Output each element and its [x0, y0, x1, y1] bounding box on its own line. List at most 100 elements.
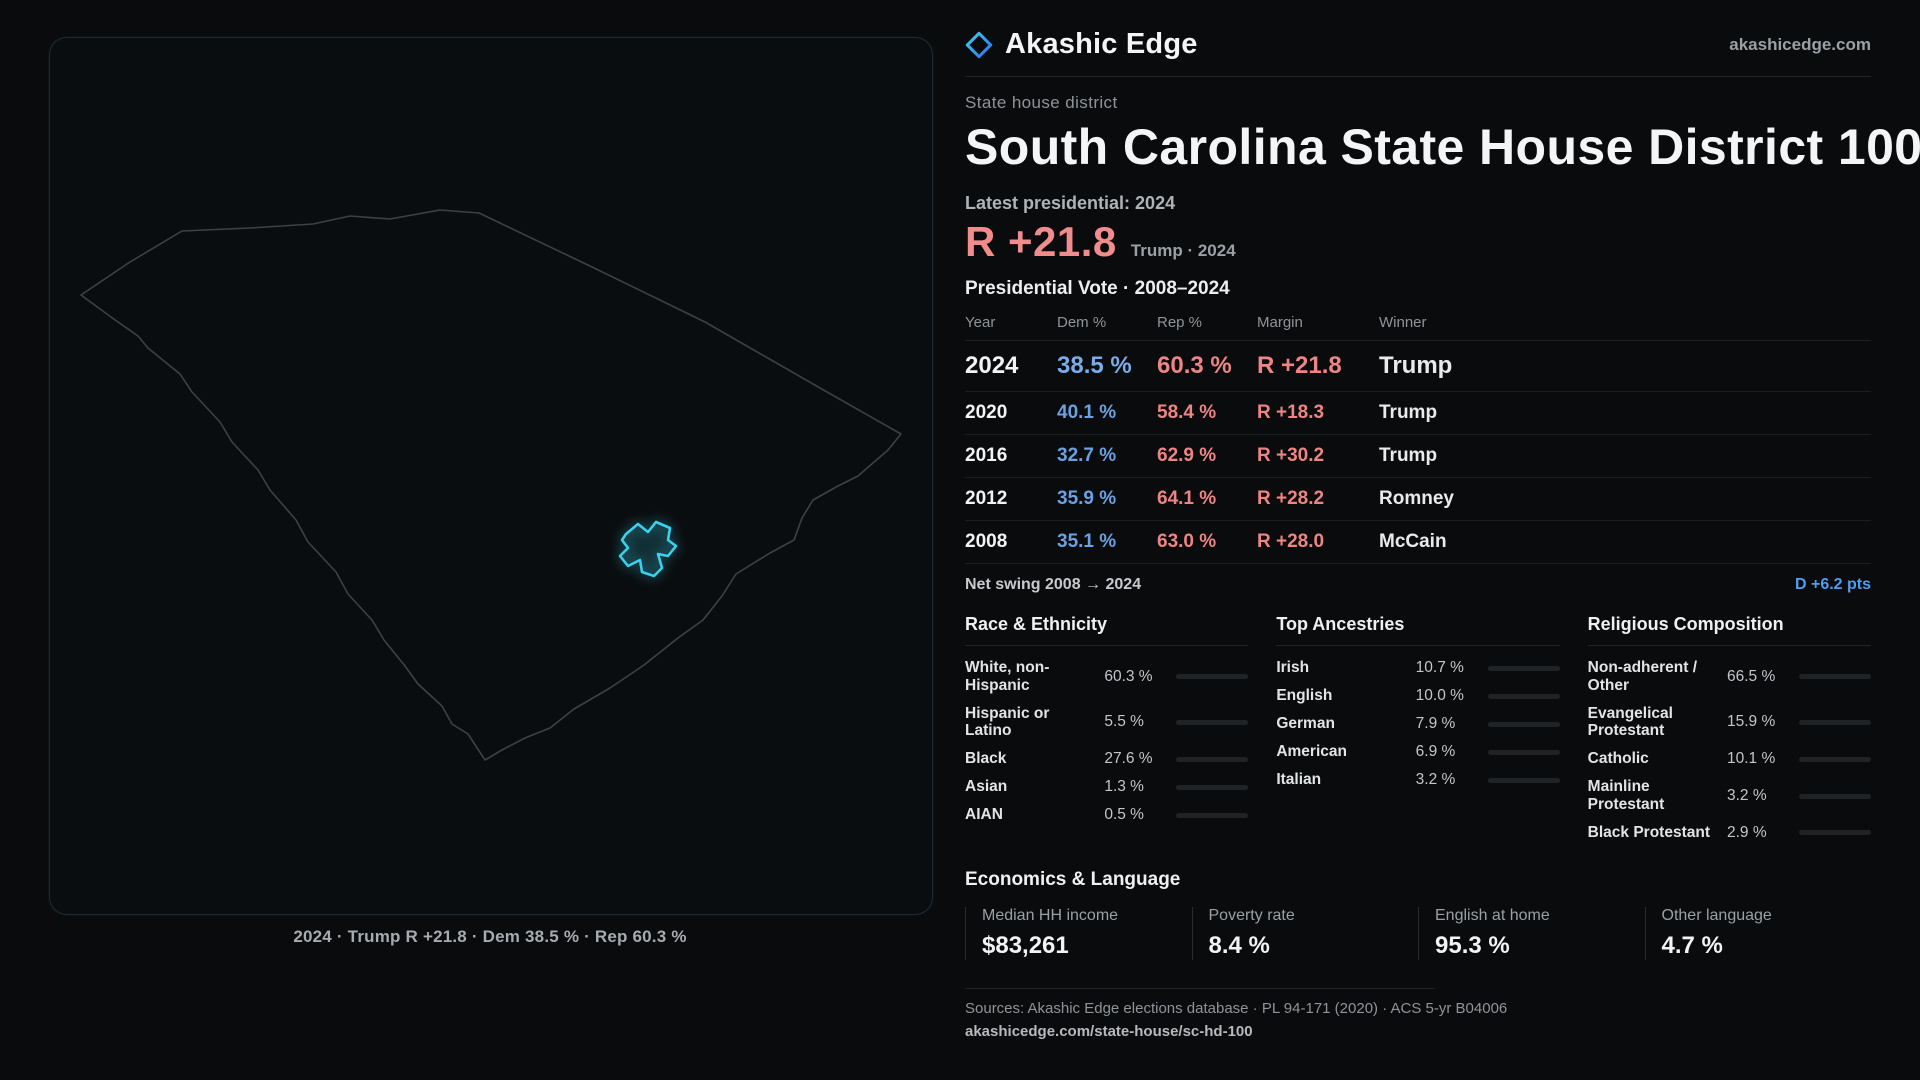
sources-text: Sources: Akashic Edge elections database…: [965, 999, 1508, 1017]
net-swing-value: D +6.2 pts: [1794, 576, 1871, 593]
item-value: 10.0 %: [1415, 687, 1464, 704]
item-value: 6.9 %: [1415, 743, 1456, 760]
district-kicker: State house district: [965, 93, 1118, 112]
item-label: Black Protestant: [1587, 823, 1710, 841]
cell-margin: R +21.8: [1257, 352, 1342, 379]
cell-winner: Romney: [1379, 488, 1454, 509]
list-item: Black 27.6 %: [965, 745, 1249, 773]
col-dem: Dem %: [1057, 314, 1107, 331]
cell-year: 2020: [965, 402, 1008, 423]
stat-label: Poverty rate: [1208, 906, 1295, 924]
stat-bar: [1487, 749, 1560, 755]
highlighted-district-shape: [618, 520, 678, 578]
stat-bar: [1176, 674, 1249, 680]
stat-bar: [1799, 719, 1871, 725]
list-item: Black Protestant 2.9 %: [1588, 819, 1871, 847]
cell-winner: Trump: [1379, 445, 1438, 466]
headline-margin: R +21.8 Trump · 2024: [965, 218, 1871, 266]
stat-bar: [1176, 719, 1249, 725]
list-item: Non-adherent / Other 66.5 %: [1588, 654, 1871, 700]
brand-name: Akashic Edge: [1005, 28, 1198, 60]
header-bar: Akashic Edge akashicedge.com: [965, 28, 1871, 77]
stat-bar: [1487, 777, 1560, 783]
religion-column: Religious Composition Non-adherent / Oth…: [1587, 614, 1871, 847]
stat-bar: [1487, 721, 1560, 727]
ancestries-title: Top Ancestries: [1276, 614, 1560, 646]
item-value: 10.1 %: [1727, 750, 1776, 768]
cell-winner: McCain: [1379, 531, 1447, 552]
cell-rep: 63.0 %: [1157, 531, 1217, 552]
latest-presidential-label: Latest presidential: 2024: [965, 193, 1176, 213]
cell-dem: 40.1 %: [1057, 402, 1117, 423]
headline-margin-value: R +21.8: [965, 218, 1117, 265]
cell-margin: R +18.3: [1257, 402, 1325, 423]
cell-year: 2012: [965, 488, 1008, 509]
stat-value: 8.4 %: [1208, 931, 1270, 959]
cell-rep: 60.3 %: [1157, 352, 1232, 379]
list-item: White, non-Hispanic 60.3 %: [965, 654, 1249, 700]
net-swing-row: Net swing 2008 → 2024 D +6.2 pts: [965, 564, 1871, 594]
vote-row: 2008 35.1 % 63.0 % R +28.0 McCain: [965, 521, 1871, 564]
item-value: 3.2 %: [1727, 787, 1767, 805]
item-label: Hispanic or Latino: [965, 704, 1050, 740]
list-item: Irish 10.7 %: [1276, 654, 1560, 682]
item-value: 3.2 %: [1415, 771, 1456, 788]
cell-margin: R +30.2: [1257, 445, 1325, 466]
stat-value: 95.3 %: [1435, 931, 1510, 959]
list-item: AIAN 0.5 %: [965, 801, 1249, 829]
stat-value: $83,261: [982, 931, 1069, 959]
list-item: American 6.9 %: [1276, 738, 1560, 766]
stat-label: Other language: [1661, 906, 1772, 924]
item-value: 15.9 %: [1727, 713, 1776, 731]
stat-bar: [1799, 674, 1871, 680]
race-ethnicity-column: Race & Ethnicity White, non-Hispanic 60.…: [965, 614, 1249, 847]
cell-rep: 62.9 %: [1157, 445, 1217, 466]
stat-label: Median HH income: [982, 906, 1119, 924]
item-value: 60.3 %: [1104, 667, 1153, 685]
vote-table-title: Presidential Vote · 2008–2024: [965, 278, 1230, 299]
cell-year: 2008: [965, 531, 1008, 552]
item-label: Asian: [965, 778, 1008, 796]
stat-bar: [1799, 830, 1871, 836]
item-label: Non-adherent / Other: [1587, 659, 1698, 694]
vote-row: 2020 40.1 % 58.4 % R +18.3 Trump: [965, 392, 1871, 435]
economics-title: Economics & Language: [965, 868, 1181, 890]
item-value: 5.5 %: [1104, 713, 1144, 731]
list-item: Asian 1.3 %: [965, 773, 1249, 801]
cell-dem: 38.5 %: [1057, 352, 1132, 379]
cell-rep: 58.4 %: [1157, 402, 1217, 423]
south-carolina-map: [80, 209, 902, 761]
cell-margin: R +28.0: [1257, 531, 1325, 552]
item-value: 1.3 %: [1104, 778, 1144, 796]
item-label: Evangelical Protestant: [1587, 704, 1673, 740]
stat-other-language: Other language 4.7 %: [1644, 906, 1872, 960]
item-label: AIAN: [965, 806, 1003, 824]
brand-domain-link[interactable]: akashicedge.com: [1729, 34, 1871, 54]
headline-margin-sub: Trump · 2024: [1130, 241, 1236, 260]
stat-english-at-home: English at home 95.3 %: [1418, 906, 1645, 960]
permalink[interactable]: akashicedge.com/state-house/sc-hd-100: [965, 1022, 1253, 1040]
stat-bar: [1176, 784, 1249, 790]
item-value: 0.5 %: [1104, 806, 1144, 824]
list-item: Catholic 10.1 %: [1588, 745, 1871, 773]
col-rep: Rep %: [1157, 314, 1203, 331]
item-label: Irish: [1276, 659, 1310, 677]
cell-year: 2024: [965, 352, 1019, 379]
stat-bar: [1487, 693, 1560, 699]
footer: Sources: Akashic Edge elections database…: [965, 987, 1871, 1040]
cell-dem: 35.1 %: [1057, 531, 1117, 552]
item-value: 2.9 %: [1727, 823, 1767, 841]
list-item: Mainline Protestant 3.2 %: [1588, 773, 1871, 819]
demographics-section: Race & Ethnicity White, non-Hispanic 60.…: [965, 614, 1871, 847]
vote-row: 2012 35.9 % 64.1 % R +28.2 Romney: [965, 478, 1871, 521]
stat-bar: [1176, 812, 1249, 818]
cell-dem: 35.9 %: [1057, 488, 1117, 509]
item-value: 7.9 %: [1415, 715, 1456, 732]
diamond-logo-icon: [965, 31, 993, 58]
page-title: South Carolina State House District 100: [965, 119, 1920, 175]
item-label: American: [1276, 743, 1347, 761]
item-value: 66.5 %: [1727, 667, 1776, 685]
item-label: Italian: [1276, 771, 1322, 789]
religion-title: Religious Composition: [1587, 614, 1871, 646]
item-label: Black: [965, 750, 1007, 768]
